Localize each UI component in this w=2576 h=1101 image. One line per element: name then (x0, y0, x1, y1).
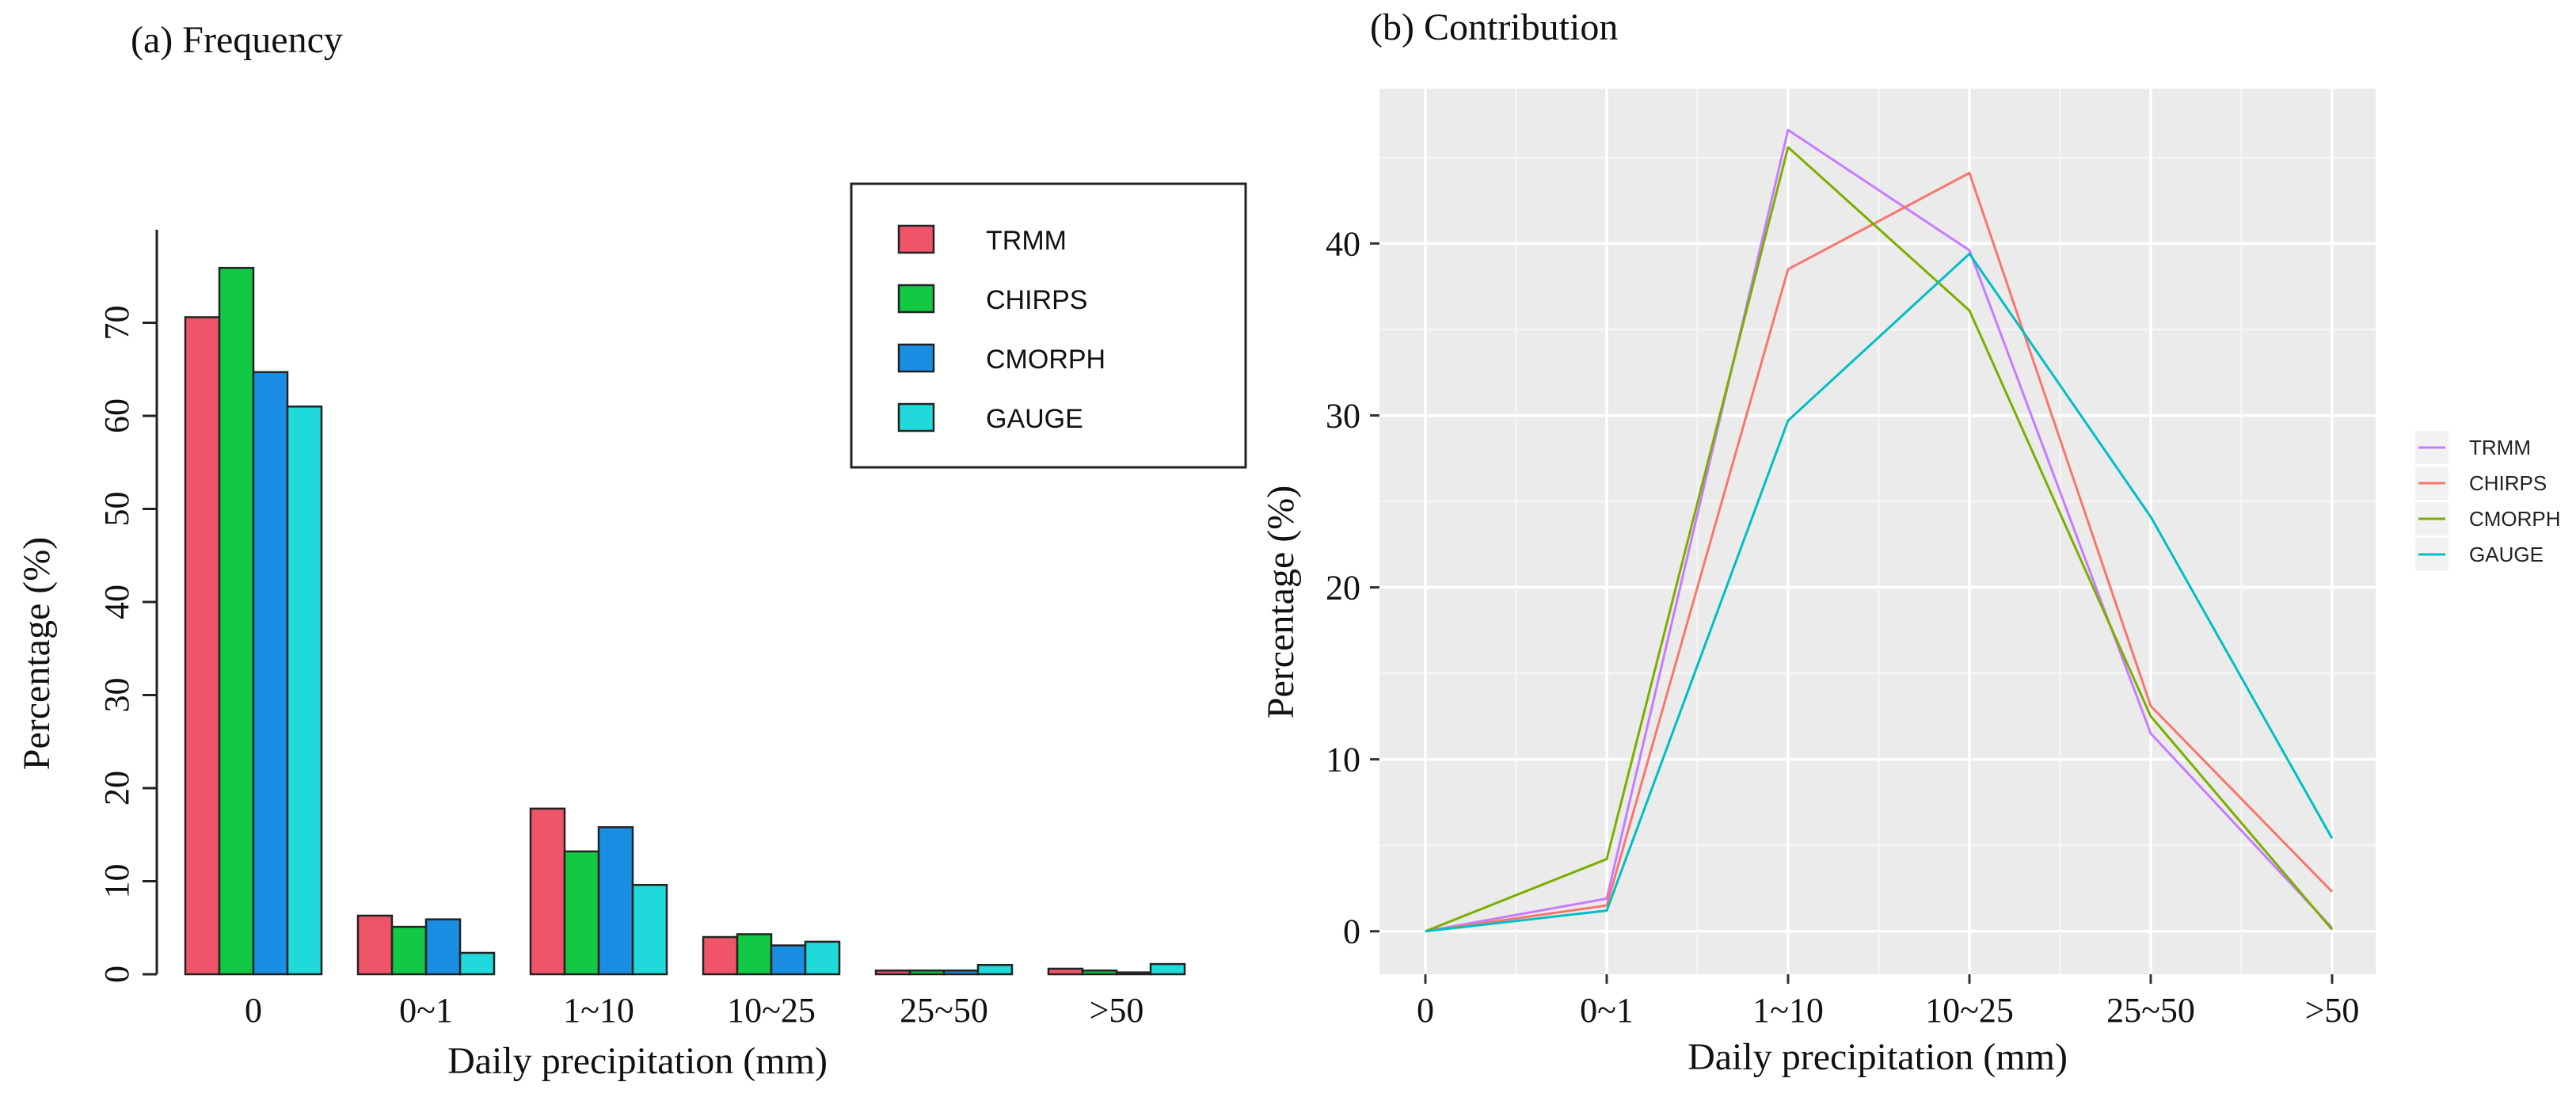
contribution-series-line (1425, 128, 2334, 933)
frequency-y-axis-title: Percentage (%) (16, 537, 58, 771)
frequency-bar (908, 970, 946, 976)
contribution-y-tick-label: 10 (1326, 741, 1360, 779)
frequency-y-tick-label: 40 (97, 585, 136, 619)
contribution-legend: TRMM CHIRPS CMORPH GAUGE (2415, 431, 2561, 571)
contribution-y-axis-title: Percentage (%) (1260, 486, 1302, 719)
frequency-bar (356, 914, 394, 976)
contribution-y-tick-label: 30 (1326, 396, 1360, 435)
contribution-x-tick-label: 10~25 (1925, 991, 2014, 1030)
frequency-x-tick-label: >50 (1090, 991, 1144, 1030)
contribution-y-tick-label: 0 (1343, 912, 1360, 951)
frequency-bar (874, 970, 911, 976)
frequency-bar (597, 826, 634, 976)
frequency-y-tick-label: 50 (97, 492, 136, 527)
contribution-legend-label: TRMM (2469, 436, 2531, 459)
frequency-bar (942, 970, 980, 976)
frequency-bar (218, 266, 255, 976)
contribution-y-tick-label: 20 (1326, 569, 1360, 608)
frequency-bar (736, 933, 773, 976)
frequency-x-tick-label: 0 (245, 991, 262, 1030)
contribution-x-tick-labels: 0 0~1 1~10 10~25 25~50 >50 (1417, 974, 2359, 1030)
contribution-y-tick-label: 40 (1326, 224, 1360, 263)
frequency-bar (390, 925, 428, 976)
contribution-series-line (1425, 171, 2334, 933)
frequency-legend-label: TRMM (986, 226, 1067, 256)
frequency-y-tick-label: 10 (97, 864, 136, 899)
contribution-series-line (1425, 146, 2334, 933)
frequency-bar (631, 883, 668, 976)
frequency-legend-swatch (897, 224, 935, 254)
frequency-bar (529, 807, 566, 976)
frequency-y-tick-label: 0 (97, 966, 136, 983)
frequency-x-tick-labels: 0 0~1 1~10 10~25 25~50 >50 (245, 991, 1143, 1030)
frequency-legend-label: GAUGE (986, 404, 1083, 434)
frequency-legend-label: CMORPH (986, 345, 1105, 375)
contribution-x-tick-label: 1~10 (1752, 991, 1824, 1030)
contribution-legend-label: CMORPH (2469, 507, 2561, 531)
contribution-x-tick-label: >50 (2305, 991, 2360, 1030)
frequency-legend-swatch (897, 343, 935, 373)
frequency-y-tick-label: 30 (97, 678, 136, 713)
contribution-gridlines (1379, 89, 2376, 974)
frequency-x-tick-label: 0~1 (399, 991, 453, 1030)
frequency-legend-label: CHIRPS (986, 285, 1087, 315)
frequency-bar (804, 940, 841, 976)
frequency-legend-swatch (897, 284, 935, 314)
contribution-lines (1425, 128, 2334, 933)
frequency-bar (770, 944, 807, 976)
contribution-x-tick-label: 0~1 (1580, 991, 1634, 1030)
contribution-title: (b) Contribution (1370, 6, 1618, 48)
frequency-legend-swatch (897, 402, 935, 432)
frequency-bar (252, 371, 289, 976)
contribution-y-ticks: 0 10 20 30 40 (1326, 224, 1379, 951)
contribution-panel: (b) Contribution 0 10 20 30 40 0 0~1 1~10 10~25… (1260, 6, 2561, 1078)
frequency-bar (563, 850, 600, 976)
frequency-bar (184, 316, 221, 976)
frequency-bar (1081, 970, 1118, 976)
contribution-x-axis-title: Daily precipitation (mm) (1688, 1036, 2068, 1078)
contribution-x-tick-label: 25~50 (2106, 991, 2195, 1030)
frequency-bar (459, 951, 496, 976)
contribution-plot-background (1379, 89, 2376, 974)
frequency-bar (286, 406, 323, 976)
frequency-y-tick-label: 20 (97, 771, 136, 806)
frequency-bar (1149, 962, 1186, 976)
frequency-x-tick-label: 1~10 (563, 991, 634, 1030)
frequency-x-axis-title: Daily precipitation (mm) (447, 1040, 828, 1082)
frequency-bar (424, 918, 462, 976)
frequency-y-tick-label: 70 (97, 306, 136, 341)
frequency-legend-items: TRMM CHIRPS CMORPH GAUGE (897, 224, 1105, 434)
frequency-bar (702, 935, 739, 976)
frequency-bar (976, 964, 1014, 976)
frequency-x-tick-label: 25~50 (900, 991, 988, 1030)
frequency-y-tick-label: 60 (97, 398, 136, 433)
frequency-bars (184, 266, 1186, 976)
contribution-series-line (1425, 252, 2334, 933)
contribution-legend-label: CHIRPS (2469, 471, 2547, 495)
contribution-x-tick-label: 0 (1417, 991, 1434, 1030)
frequency-panel: (a) Frequency 0 10 20 30 40 50 60 70 0 0~1 1~10 10… (16, 19, 1247, 1082)
frequency-legend: TRMM CHIRPS CMORPH GAUGE (850, 182, 1247, 469)
frequency-title: (a) Frequency (131, 19, 343, 61)
contribution-legend-label: GAUGE (2469, 543, 2544, 566)
frequency-x-tick-label: 10~25 (727, 991, 816, 1030)
frequency-bar (1115, 971, 1152, 976)
frequency-y-ticks: 0 10 20 30 40 50 60 70 (97, 306, 157, 983)
frequency-bar (1047, 967, 1084, 976)
